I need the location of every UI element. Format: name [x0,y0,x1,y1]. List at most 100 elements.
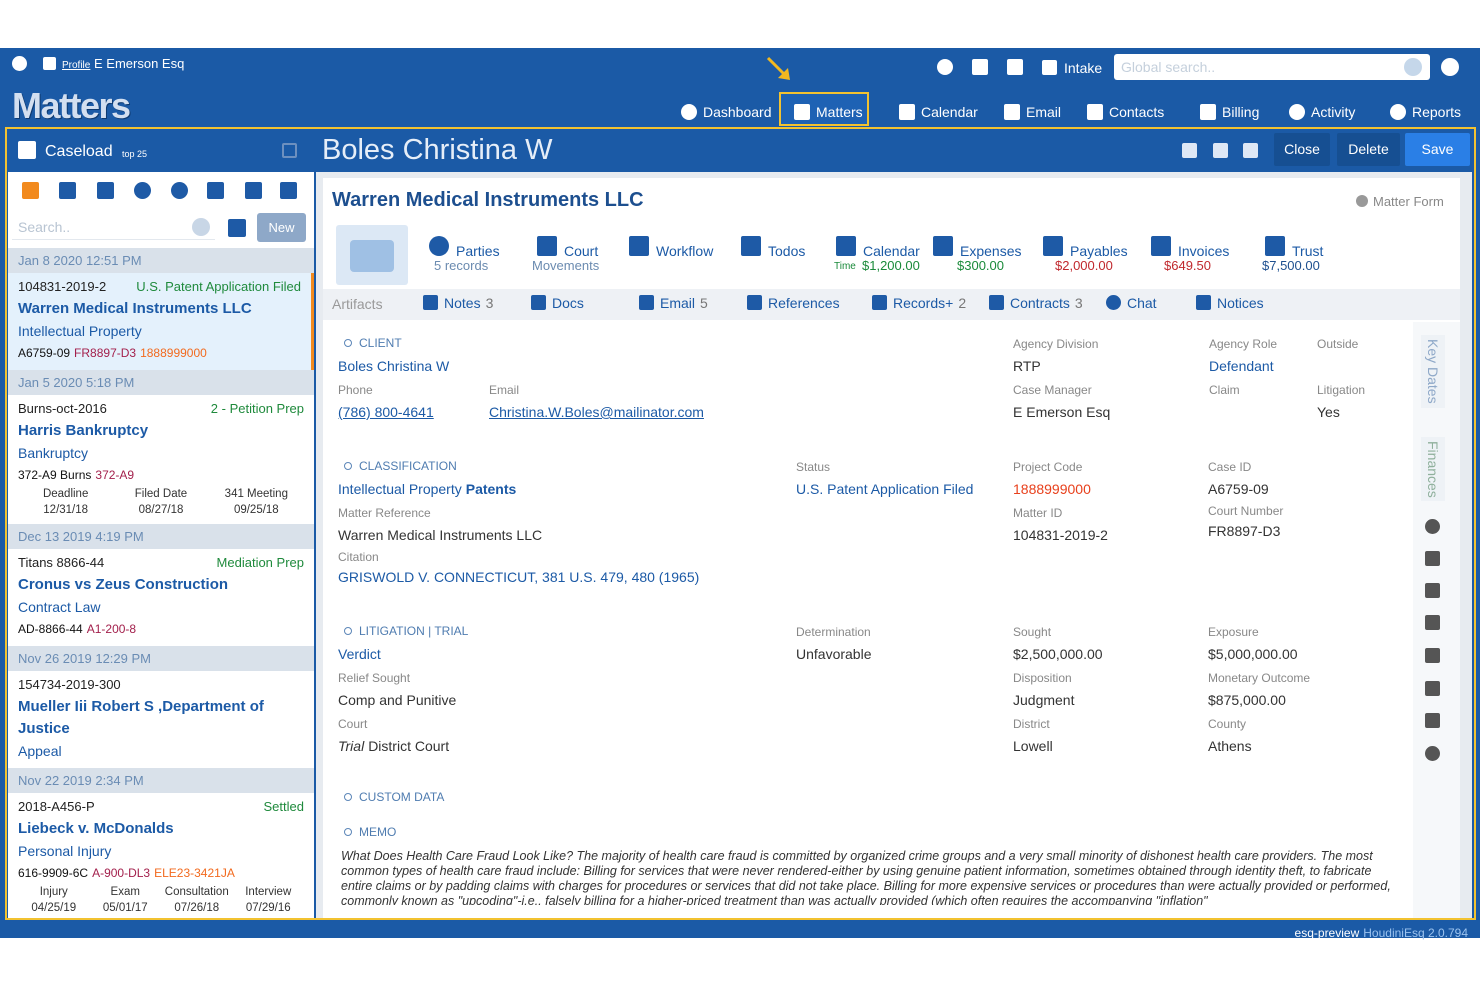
tile-label[interactable]: Workflow [656,243,714,259]
artifact[interactable]: Contracts 3 [1010,293,1083,313]
matter-form-label[interactable]: Matter Form [1373,194,1444,209]
global-search[interactable]: Global search.. [1114,54,1430,80]
tile-icon [1151,236,1171,256]
field-value-text: Intellectual Property [338,481,462,497]
artifact[interactable]: Chat [1127,293,1157,313]
memo-text: What Does Health Care Fraud Look Like? T… [341,849,1391,905]
field-value[interactable]: (786) 800-4641 [338,402,434,422]
field-value: Unfavorable [796,644,872,664]
artifact-label: Records+ [893,295,954,311]
tile-sub: 5 records [434,258,489,273]
caseload-search[interactable]: Search.. [12,214,215,240]
tile-label[interactable]: Calendar [863,243,920,259]
profile-link[interactable]: Profile [62,60,91,71]
field-value-text: Comp and Punitive [338,692,457,708]
tile-label[interactable]: Payables [1070,243,1128,259]
tile-label[interactable]: Todos [768,243,806,259]
top-icon [937,59,953,75]
rail-icon [1425,550,1440,566]
field-value: $5,000,000.00 [1208,644,1298,664]
matter-tool [1213,142,1228,158]
case-name: Liebeck v. McDonalds [18,820,174,837]
tile-icon [629,236,649,256]
tile-sub: $649.50 [1164,258,1211,273]
artifacts-band [323,289,1460,320]
field-value[interactable]: Christina.W.Boles@mailinator.com [489,402,704,422]
artifact-label: Email [660,295,696,311]
field-value: Intellectual Property Patents [338,479,516,499]
artifact[interactable]: Notes 3 [444,293,493,313]
nav-item[interactable]: Email [1026,104,1062,120]
action-button[interactable]: Delete [1337,133,1400,166]
case-item[interactable]: Titans 8866-44 Mediation Prep Cronus vs Ze… [8,549,314,646]
artifact-icon [531,294,546,310]
caseload-icon [18,141,36,159]
section-heading: LITIGATION | TRIAL [359,624,469,638]
case-number: Titans 8866-44 [18,555,105,570]
field-value: 104831-2019-2 [1013,525,1108,545]
case-date-label: Deadline [42,488,89,500]
field-value-text: Yes [1317,404,1340,420]
field-label: Status [796,460,831,474]
top-icon [972,59,988,75]
caseload-tool [134,181,151,199]
case-item[interactable]: 154734-2019-300 Mueller Iii Robert S ,Dep… [8,671,314,768]
rail-icon [1425,680,1440,696]
case-code: AD-8866-44 [18,622,83,636]
case-codes: AD-8866-44 A1-200-8 [18,618,304,640]
tile-label[interactable]: Expenses [960,243,1022,259]
artifact-count: 5 [700,295,708,311]
nav-icon [1004,104,1020,120]
rail-icon [1425,647,1440,663]
rail-tab[interactable]: Key Dates [1421,335,1445,408]
action-button[interactable]: Close [1274,133,1330,166]
artifact[interactable]: Docs [552,293,584,313]
case-area: Contract Law [18,599,101,615]
tile-label[interactable]: Trust [1292,243,1324,259]
case-dates: Injury 04/25/19 Exam 05/01/17 Consultation 07… [18,884,304,916]
artifact-label: Docs [552,295,584,311]
nav-item[interactable]: Dashboard [703,104,772,120]
artifact-label: Contracts [1010,295,1070,311]
case-head: 154734-2019-300 [18,674,304,696]
action-button[interactable]: Save [1405,133,1470,166]
tile-label[interactable]: Invoices [1178,243,1230,259]
case-date-value: 08/27/18 [138,504,184,516]
intake-link[interactable]: Intake [1064,60,1103,76]
caseload-badge: top 25 [122,149,148,159]
nav-item[interactable]: Reports [1412,104,1462,120]
artifact[interactable]: Records+ 2 [893,293,966,313]
case-name: Harris Bankruptcy [18,422,149,439]
field-value: Verdict [338,644,381,664]
nav-item[interactable]: Activity [1311,104,1356,120]
case-item[interactable]: 2018-A456-P Settled Liebeck v. McDonalds Pe… [8,793,314,918]
section-heading: CLIENT [359,336,402,350]
field-label: County [1208,717,1247,731]
nav-item[interactable]: Calendar [921,104,978,120]
caseload-tool [171,181,188,199]
tile-label[interactable]: Court [564,243,599,259]
nav-item[interactable]: Contacts [1109,104,1165,120]
tile-label[interactable]: Parties [456,243,500,259]
info-icon [1356,195,1368,207]
new-button[interactable]: New [257,213,306,242]
rail-tab[interactable]: Finances [1421,437,1445,501]
matter-title: Boles Christina W [322,134,553,166]
nav-item[interactable]: Matters [816,104,863,120]
artifact[interactable]: References [768,293,840,313]
top-icon [1007,59,1023,75]
nav-item[interactable]: Billing [1222,104,1260,120]
case-item[interactable]: 104831-2019-2 U.S. Patent Application Fil… [8,273,314,370]
artifact-label: Notices [1217,295,1264,311]
case-item[interactable]: Burns-oct-2016 2 - Petition Prep Harris Ba… [8,395,314,524]
artifact[interactable]: Notices [1217,293,1264,313]
case-date-value: 09/25/18 [233,504,279,516]
profile-icon [43,56,56,70]
artifact[interactable]: Email 5 [660,293,708,313]
field-value-text: Christina.W.Boles@mailinator.com [489,404,704,420]
section-heading: CLASSIFICATION [359,459,457,473]
tile-icon [537,236,557,256]
section-bullet [344,828,352,836]
case-date-value: 07/29/16 [245,902,291,914]
footer-version[interactable]: HoudiniEsq 2.0.794 [1363,926,1468,940]
